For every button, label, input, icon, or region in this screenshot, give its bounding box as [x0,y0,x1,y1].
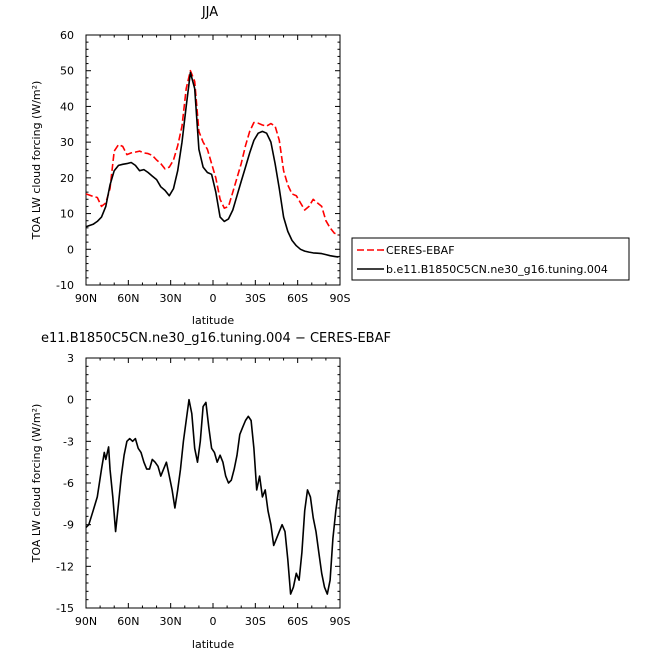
bottom-plot-frame [85,357,341,609]
top-y-tick-label: 60 [60,29,74,42]
legend-label-model: b.e11.B1850C5CN.ne30_g16.tuning.004 [386,263,608,276]
legend-box [351,237,630,281]
bottom-x-tick-label: 0 [210,615,217,628]
bottom-y-tick-label: 3 [67,352,74,365]
top-x-ticks: 90N 60N 30N 0 30S 60S 90S [75,35,351,305]
top-series-group [85,69,339,258]
bottom-y-tick-label: -15 [56,602,74,615]
top-y-tick-label: -10 [56,279,74,292]
bottom-y-tick-label: -12 [56,560,74,573]
top-y-tick-label: 20 [60,172,74,185]
bottom-y-axis-label: TOA LW cloud forcing (W/m²) [30,404,43,564]
bottom-chart-title: e11.B1850C5CN.ne30_g16.tuning.004 − CERE… [41,331,391,346]
top-x-tick-label: 30N [160,292,182,305]
top-y-tick-label: 0 [67,243,74,256]
bottom-x-tick-label: 90N [75,615,97,628]
top-y-ticks: -10 0 10 20 30 40 50 60 [56,29,340,292]
bottom-y-tick-label: 0 [67,394,74,407]
bottom-y-ticks: -15 -12 -9 -6 -3 0 3 [56,352,340,615]
bottom-y-tick-label: -9 [63,519,74,532]
top-plot-frame [85,34,341,286]
top-x-tick-label: 60N [117,292,139,305]
top-y-tick-label: 30 [60,136,74,149]
bottom-series-group [85,398,340,595]
legend-label-ceres: CERES-EBAF [386,244,455,257]
top-x-tick-label: 90N [75,292,97,305]
bottom-x-ticks: 90N 60N 30N 0 30S 60S 90S [75,358,351,628]
series-line-ceres-ebaf [85,69,339,236]
bottom-x-tick-label: 60S [287,615,308,628]
legend: CERES-EBAF b.e11.B1850C5CN.ne30_g16.tuni… [351,237,630,281]
bottom-x-axis-label: latitude [192,638,234,651]
bottom-x-tick-label: 60N [117,615,139,628]
bottom-x-tick-label: 30S [245,615,266,628]
bottom-x-tick-label: 30N [160,615,182,628]
top-y-axis-label: TOA LW cloud forcing (W/m²) [30,81,43,241]
top-y-tick-label: 50 [60,65,74,78]
bottom-chart-panel: e11.B1850C5CN.ne30_g16.tuning.004 − CERE… [30,331,391,651]
top-y-tick-label: 10 [60,208,74,221]
top-x-axis-label: latitude [192,314,234,327]
top-x-tick-label: 60S [287,292,308,305]
bottom-y-tick-label: -3 [63,435,74,448]
top-chart-panel: JJA -10 0 10 20 30 40 50 60 90N 60N 30N 0 30S 60S 90S… [30,5,630,327]
top-y-tick-label: 40 [60,100,74,113]
top-x-tick-label: 90S [330,292,351,305]
bottom-y-tick-label: -6 [63,477,74,490]
top-x-tick-label: 0 [210,292,217,305]
top-x-tick-label: 30S [245,292,266,305]
bottom-x-tick-label: 90S [330,615,351,628]
series-line-difference [85,398,340,595]
top-chart-title: JJA [201,5,218,20]
series-line-model [85,71,339,258]
